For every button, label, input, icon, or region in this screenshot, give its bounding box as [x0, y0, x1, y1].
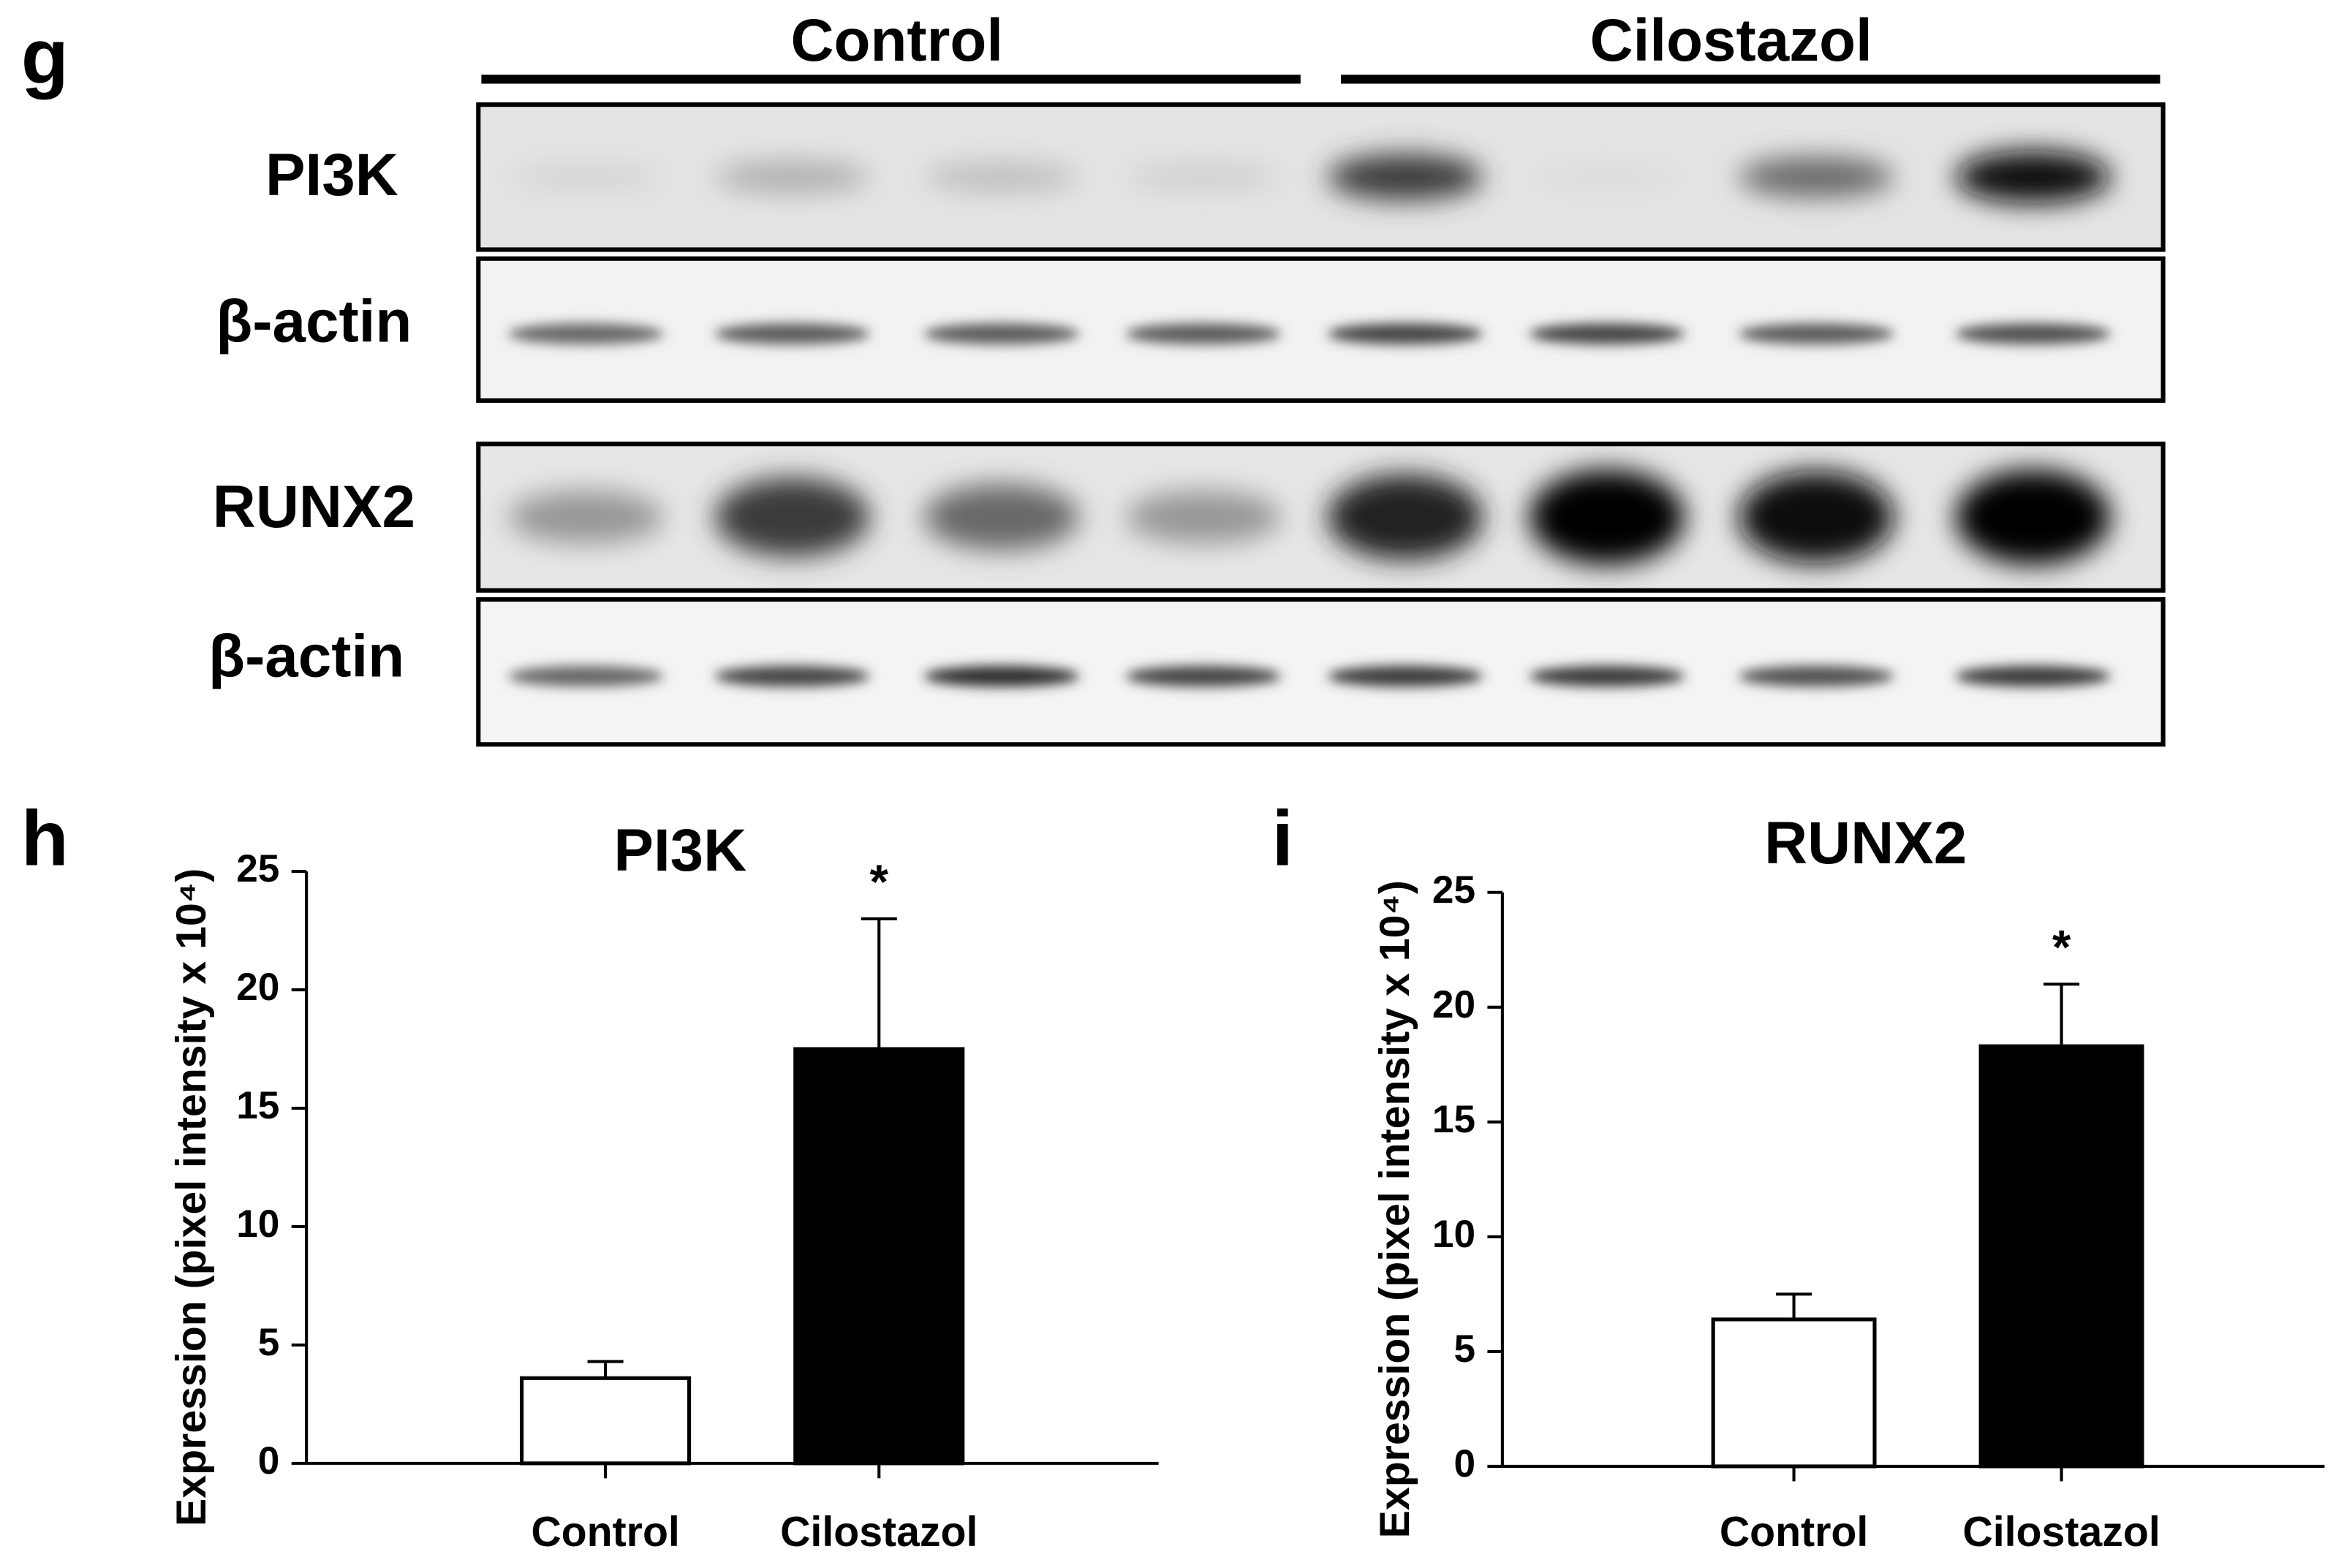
group-label: Cilostazol — [1590, 7, 1872, 74]
blot-row — [478, 258, 2163, 401]
band — [1327, 665, 1483, 687]
blot-images — [476, 102, 2166, 747]
band — [1327, 154, 1483, 201]
x-tick-label: Cilostazol — [780, 1509, 978, 1556]
band — [1529, 323, 1685, 345]
band — [508, 665, 664, 687]
band — [1125, 323, 1282, 345]
band — [714, 161, 870, 193]
row-label: β-actin — [216, 288, 412, 355]
band — [923, 162, 1080, 192]
bar — [520, 1376, 692, 1466]
group-label: Control — [790, 7, 1003, 74]
chart-title: PI3K — [613, 817, 746, 884]
band — [714, 477, 870, 557]
blot-frame — [476, 442, 2166, 593]
band — [714, 323, 870, 345]
y-tick-label: 25 — [236, 847, 279, 890]
y-tick-label: 5 — [1453, 1328, 1475, 1371]
band — [1529, 469, 1685, 565]
significance-label: * — [2052, 921, 2071, 974]
band — [1529, 164, 1685, 190]
band — [1327, 323, 1483, 345]
row-label: RUNX2 — [213, 474, 415, 540]
band — [923, 665, 1080, 687]
y-tick-label: 0 — [258, 1439, 280, 1482]
x-tick-label: Control — [1720, 1509, 1869, 1556]
panel-label: i — [1272, 795, 1294, 882]
x-tick-label: Cilostazol — [1962, 1509, 2160, 1556]
blot-row — [478, 444, 2163, 591]
band — [1955, 665, 2112, 687]
band — [1125, 491, 1282, 544]
band — [1738, 323, 1894, 345]
x-tick-label: Control — [531, 1509, 680, 1556]
band — [508, 491, 664, 544]
y-tick-label: 5 — [258, 1321, 280, 1364]
panel-label: g — [21, 13, 69, 100]
y-tick-label: 25 — [1432, 868, 1475, 912]
band — [1955, 151, 2112, 204]
y-axis-label: Expression (pixel intensity x 10⁴) — [168, 868, 215, 1526]
y-tick-label: 20 — [236, 966, 279, 1009]
bar — [1978, 1044, 2144, 1469]
blot-row — [478, 599, 2163, 745]
row-label: PI3K — [265, 142, 398, 208]
row-label: β-actin — [208, 623, 404, 689]
y-tick-label: 20 — [1432, 983, 1475, 1026]
band — [1955, 469, 2112, 565]
band — [508, 323, 664, 345]
band — [1738, 665, 1894, 687]
blot-frame — [476, 596, 2166, 747]
chart-title: RUNX2 — [1764, 810, 1967, 876]
band — [1125, 163, 1282, 191]
y-tick-label: 0 — [1453, 1442, 1475, 1485]
band — [1327, 474, 1483, 561]
band — [714, 665, 870, 687]
band — [923, 484, 1080, 550]
significance-label: * — [870, 855, 889, 909]
band — [923, 323, 1080, 345]
blot-row — [478, 105, 2163, 250]
y-axis-label: Expression (pixel intensity x 10⁴) — [1372, 880, 1418, 1538]
bar — [793, 1047, 965, 1466]
band — [1738, 471, 1894, 564]
y-tick-label: 10 — [236, 1202, 279, 1246]
panel-label: h — [21, 795, 69, 882]
band — [1125, 665, 1282, 687]
y-tick-label: 10 — [1432, 1213, 1475, 1256]
blot-frame — [476, 102, 2166, 252]
band — [508, 164, 664, 191]
bar — [1711, 1317, 1877, 1469]
band — [1955, 323, 2112, 345]
band — [1738, 156, 1894, 197]
band — [1529, 665, 1685, 687]
blot-frame — [476, 256, 2166, 404]
y-tick-label: 15 — [1432, 1098, 1475, 1141]
y-tick-label: 15 — [236, 1084, 279, 1127]
